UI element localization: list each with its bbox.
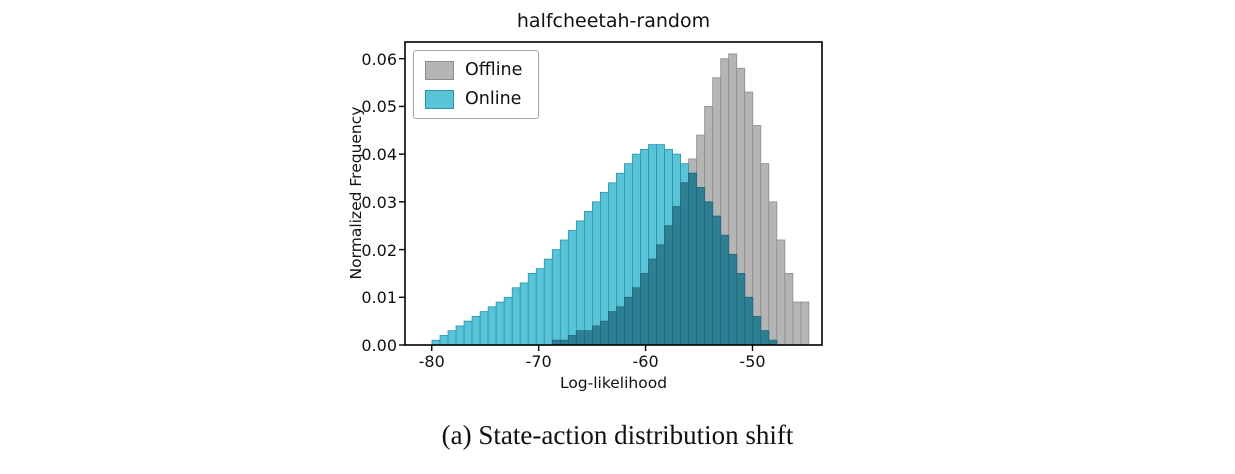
- histogram-bar-overlap: [760, 330, 770, 346]
- histogram-bar-online: [463, 320, 473, 346]
- x-tick-label: -80: [418, 352, 445, 371]
- histogram-bar-online: [479, 311, 489, 346]
- legend-item-offline: Offline: [425, 60, 522, 80]
- histogram-bar-overlap: [736, 273, 746, 346]
- histogram-bar-overlap: [567, 335, 577, 346]
- histogram-bar-overlap: [664, 225, 673, 346]
- y-tick-label: 0.04: [361, 145, 397, 165]
- histogram-bar-online: [471, 315, 481, 346]
- y-tick-label: 0.02: [361, 240, 397, 260]
- histogram-bar-online: [591, 201, 601, 346]
- histogram-bar-overlap: [712, 215, 722, 346]
- histogram-bar-overlap: [696, 187, 706, 346]
- histogram-bar-overlap: [672, 206, 681, 346]
- legend-label-offline: Offline: [465, 60, 523, 80]
- x-tick-label: -70: [525, 352, 552, 371]
- plot-border: [404, 41, 823, 346]
- x-tick-label: -50: [739, 352, 766, 371]
- histogram-bar-offline: [792, 301, 802, 346]
- histogram-bar-overlap: [640, 273, 649, 346]
- histogram-bar-overlap: [720, 234, 730, 346]
- histogram-bar-online: [495, 301, 505, 346]
- figure-caption: (a) State-action distribution shift: [441, 420, 794, 450]
- legend-swatch-offline: [425, 60, 454, 80]
- histogram-bar-online: [519, 282, 529, 346]
- histogram-bar-offline: [800, 301, 810, 346]
- histogram-bar-overlap: [575, 330, 585, 346]
- legend-item-online: Online: [425, 89, 522, 109]
- chart-title: halfcheetah-random: [516, 10, 711, 32]
- histogram-bar-overlap: [728, 253, 738, 346]
- histogram-bar-overlap: [752, 315, 762, 346]
- histogram-bar-online: [535, 268, 545, 346]
- histogram-bar-overlap: [632, 287, 641, 346]
- histogram-bar-overlap: [600, 320, 609, 346]
- histogram-bar-online: [487, 306, 497, 346]
- histogram-bar-overlap: [648, 258, 657, 346]
- histogram-bar-online: [583, 210, 593, 346]
- y-tick-label: 0.06: [361, 49, 397, 69]
- histogram-bar-overlap: [688, 172, 698, 346]
- histogram-bar-online: [543, 258, 553, 346]
- histogram-bar-offline: [768, 201, 778, 346]
- y-tick-label: 0.03: [361, 192, 397, 212]
- histogram-bar-overlap: [616, 306, 625, 346]
- histogram-bar-overlap: [744, 296, 754, 346]
- histogram-bar-online: [551, 249, 561, 346]
- x-axis-label: Log-likelihood: [559, 374, 668, 392]
- legend-label-online: Online: [465, 89, 522, 109]
- histogram-bar-overlap: [656, 244, 665, 346]
- histogram-bar-online: [511, 287, 521, 346]
- histogram-canvas: [399, 41, 823, 351]
- histogram-bar-offline: [760, 163, 770, 346]
- histogram-bar-offline: [776, 239, 786, 346]
- y-axis-ticks: 0.00 0.01 0.02 0.03 0.04 0.05 0.06: [350, 42, 397, 355]
- y-tick-label: 0.01: [361, 288, 397, 308]
- y-tick-label: 0.00: [361, 336, 397, 355]
- histogram-bar-overlap: [583, 330, 593, 346]
- x-tick-label: -60: [632, 352, 659, 371]
- y-tick-label: 0.05: [361, 97, 397, 117]
- histogram-bar-online: [455, 325, 465, 346]
- histogram-bar-overlap: [704, 201, 714, 346]
- x-axis-ticks: -80 -70 -60 -50: [405, 345, 822, 371]
- histogram-bar-online: [559, 239, 569, 346]
- histogram-bar-online: [439, 335, 449, 346]
- histogram-bar-overlap: [608, 311, 617, 346]
- histogram-bar-online: [503, 296, 513, 346]
- histogram-bar-online: [575, 220, 585, 346]
- legend: Offline Online: [413, 50, 540, 119]
- histogram-bar-offline: [784, 273, 794, 346]
- histogram-bar-overlap: [624, 296, 633, 346]
- histogram-bar-offline: [752, 125, 762, 346]
- histogram-bar-online: [567, 230, 577, 346]
- histogram-bar-online: [447, 330, 457, 346]
- legend-swatch-online: [425, 89, 454, 109]
- histogram-bar-overlap: [591, 325, 601, 346]
- histogram-bar-online: [527, 273, 537, 346]
- histogram-bar-overlap: [680, 182, 690, 346]
